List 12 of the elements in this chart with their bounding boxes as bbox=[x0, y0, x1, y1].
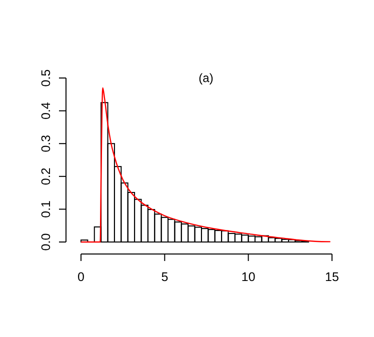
y-tick-label: 0.3 bbox=[39, 134, 53, 152]
y-tick-label: 0.5 bbox=[39, 69, 53, 87]
y-tick-label: 0.1 bbox=[39, 200, 53, 218]
x-tick-label: 5 bbox=[161, 270, 168, 284]
x-tick-label: 15 bbox=[325, 270, 339, 284]
y-tick-label: 0.2 bbox=[39, 168, 53, 186]
x-tick-label: 0 bbox=[78, 270, 85, 284]
y-tick-label: 0.0 bbox=[39, 233, 53, 251]
x-tick-label: 10 bbox=[241, 270, 256, 284]
chart-title: (a) bbox=[198, 71, 214, 85]
y-tick-label: 0.4 bbox=[39, 102, 53, 120]
line-series bbox=[80, 87, 331, 243]
